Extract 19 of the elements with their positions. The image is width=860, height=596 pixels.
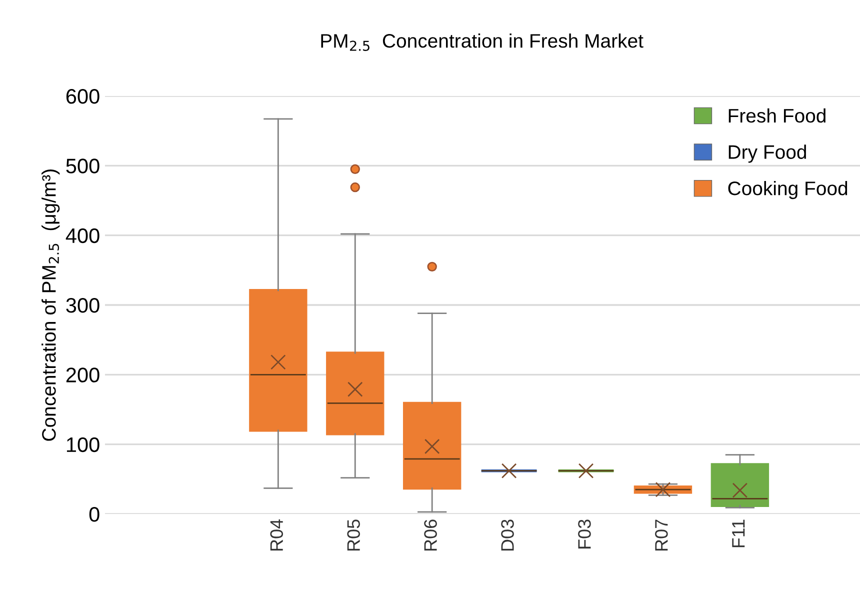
legend-label: Dry Food: [728, 144, 806, 163]
y-tick-label: 100: [66, 437, 100, 452]
y-tick-label: 500: [66, 158, 100, 174]
x-tick-label: F11: [732, 520, 745, 548]
y-tick-label: 300: [66, 298, 100, 313]
y-tick-label: 0: [89, 507, 100, 522]
x-tick-label: R05: [347, 520, 360, 550]
legend-label: Cooking Food: [728, 180, 848, 200]
y-tick-label: 600: [66, 89, 100, 104]
y-tick-label: 200: [66, 368, 100, 382]
x-tick-label: F03: [578, 520, 591, 548]
x-tick-label: R07: [655, 520, 668, 550]
x-tick-label: D03: [501, 520, 514, 550]
x-tick-label: R04: [270, 519, 284, 550]
y-tick-label: 400: [66, 228, 100, 244]
x-tick-label: R06: [424, 520, 437, 550]
chart-title: PM$_{2.5}$ Concentration in Fresh Market: [321, 33, 644, 51]
y-axis-title: Concentration of PM$_{2.5}$ (μg/m³): [42, 170, 60, 441]
legend-label: Fresh Food: [728, 108, 826, 123]
